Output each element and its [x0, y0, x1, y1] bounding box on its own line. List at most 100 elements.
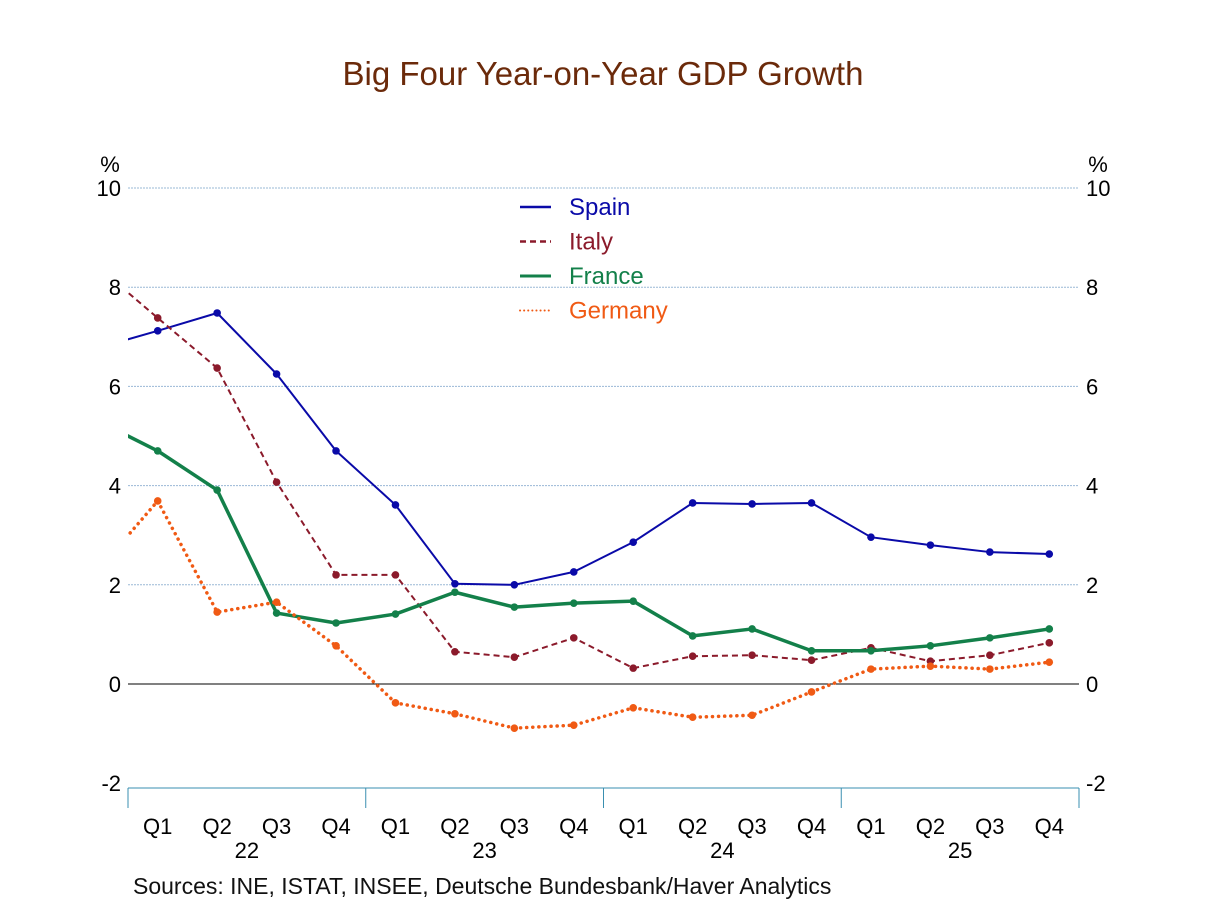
- x-tick-label: Q1: [619, 814, 648, 839]
- x-year-label: 22: [235, 838, 259, 863]
- data-point-germany: [451, 709, 459, 718]
- data-point-germany: [1045, 658, 1054, 666]
- data-point-germany: [272, 598, 281, 606]
- y-tick-label-left: 10: [97, 176, 121, 201]
- data-point-italy: [153, 314, 162, 322]
- data-point-germany: [153, 497, 162, 505]
- y-tick-label-left: 4: [109, 474, 121, 499]
- y-tick-label-right: 8: [1086, 275, 1098, 300]
- data-point-spain: [510, 581, 519, 589]
- data-point-spain: [688, 499, 697, 507]
- data-point-italy: [1045, 639, 1054, 647]
- data-point-spain: [926, 541, 935, 549]
- data-point-italy: [807, 656, 816, 664]
- chart-title: Big Four Year-on-Year GDP Growth: [343, 55, 864, 92]
- data-point-germany: [807, 688, 816, 696]
- data-point-spain: [332, 447, 340, 455]
- y-axis-label-right: %: [1088, 152, 1108, 177]
- data-point-spain: [986, 548, 994, 556]
- legend-label-france: France: [569, 263, 644, 290]
- data-point-france: [332, 619, 340, 627]
- data-point-germany: [569, 721, 578, 729]
- data-point-france: [391, 610, 400, 618]
- data-point-france: [629, 597, 638, 605]
- series-line-france: [128, 434, 1050, 653]
- series-line-spain: [128, 311, 1050, 586]
- x-tick-label: Q1: [381, 814, 410, 839]
- x-tick-label: Q4: [797, 814, 826, 839]
- y-tick-label-right: 4: [1086, 474, 1098, 499]
- data-point-france: [986, 634, 994, 642]
- x-tick-label: Q3: [500, 814, 529, 839]
- data-point-italy: [272, 478, 281, 486]
- data-point-france: [867, 646, 875, 655]
- x-tick-label: Q3: [262, 814, 291, 839]
- y-tick-label-right: 6: [1086, 374, 1098, 399]
- data-point-italy: [569, 634, 578, 642]
- y-tick-label-right: 2: [1086, 573, 1098, 598]
- data-point-italy: [391, 571, 400, 579]
- x-tick-label: Q2: [440, 814, 469, 839]
- data-point-spain: [867, 533, 875, 541]
- y-tick-label-right: -2: [1086, 771, 1106, 796]
- data-point-spain: [213, 309, 221, 317]
- data-point-italy: [451, 647, 459, 656]
- data-point-spain: [272, 370, 281, 378]
- data-point-france: [272, 609, 281, 617]
- data-point-france: [451, 588, 459, 597]
- y-tick-label-left: 8: [109, 275, 121, 300]
- x-tick-label: Q3: [975, 814, 1004, 839]
- x-tick-label: Q4: [321, 814, 350, 839]
- x-year-label: 23: [472, 838, 496, 863]
- x-tick-label: Q1: [856, 814, 885, 839]
- data-point-france: [213, 486, 221, 494]
- x-year-label: 25: [948, 838, 972, 863]
- data-point-germany: [926, 662, 935, 670]
- data-point-italy: [986, 651, 994, 660]
- data-point-italy: [213, 364, 221, 372]
- x-year-label: 24: [710, 838, 734, 863]
- data-point-spain: [629, 538, 638, 546]
- data-point-spain: [391, 501, 400, 509]
- data-point-italy: [688, 652, 697, 661]
- series-line-germany: [128, 499, 1052, 730]
- legend-label-italy: Italy: [569, 229, 613, 256]
- series-line-italy: [128, 291, 1050, 670]
- data-point-italy: [332, 571, 340, 579]
- legend-label-spain: Spain: [569, 194, 630, 221]
- data-point-france: [688, 632, 697, 640]
- data-point-france: [153, 447, 162, 455]
- x-tick-label: Q3: [737, 814, 766, 839]
- data-point-france: [1045, 625, 1054, 633]
- data-point-spain: [569, 568, 578, 576]
- data-point-spain: [1045, 550, 1054, 558]
- data-point-spain: [748, 500, 756, 508]
- data-point-france: [748, 625, 756, 633]
- data-point-italy: [629, 664, 638, 672]
- data-point-germany: [332, 642, 340, 650]
- y-axis-label-left: %: [100, 152, 120, 177]
- data-point-germany: [391, 699, 400, 707]
- x-tick-label: Q2: [916, 814, 945, 839]
- x-tick-label: Q1: [143, 814, 172, 839]
- data-point-germany: [748, 711, 756, 720]
- sources-note: Sources: INE, ISTAT, INSEE, Deutsche Bun…: [133, 873, 831, 899]
- x-tick-label: Q2: [678, 814, 707, 839]
- data-point-spain: [451, 580, 459, 588]
- data-point-france: [510, 603, 519, 611]
- data-point-germany: [213, 608, 221, 616]
- data-point-italy: [748, 651, 756, 660]
- y-tick-label-left: 6: [109, 374, 121, 399]
- y-tick-label-left: 0: [109, 672, 121, 697]
- data-point-spain: [807, 499, 816, 507]
- x-tick-label: Q4: [1035, 814, 1064, 839]
- x-tick-label: Q4: [559, 814, 588, 839]
- data-point-germany: [986, 665, 994, 673]
- data-point-france: [926, 642, 935, 650]
- data-point-france: [807, 646, 816, 655]
- data-point-germany: [688, 713, 697, 722]
- y-tick-label-right: 10: [1086, 176, 1110, 201]
- y-tick-label-right: 0: [1086, 672, 1098, 697]
- y-tick-label-left: 2: [109, 573, 121, 598]
